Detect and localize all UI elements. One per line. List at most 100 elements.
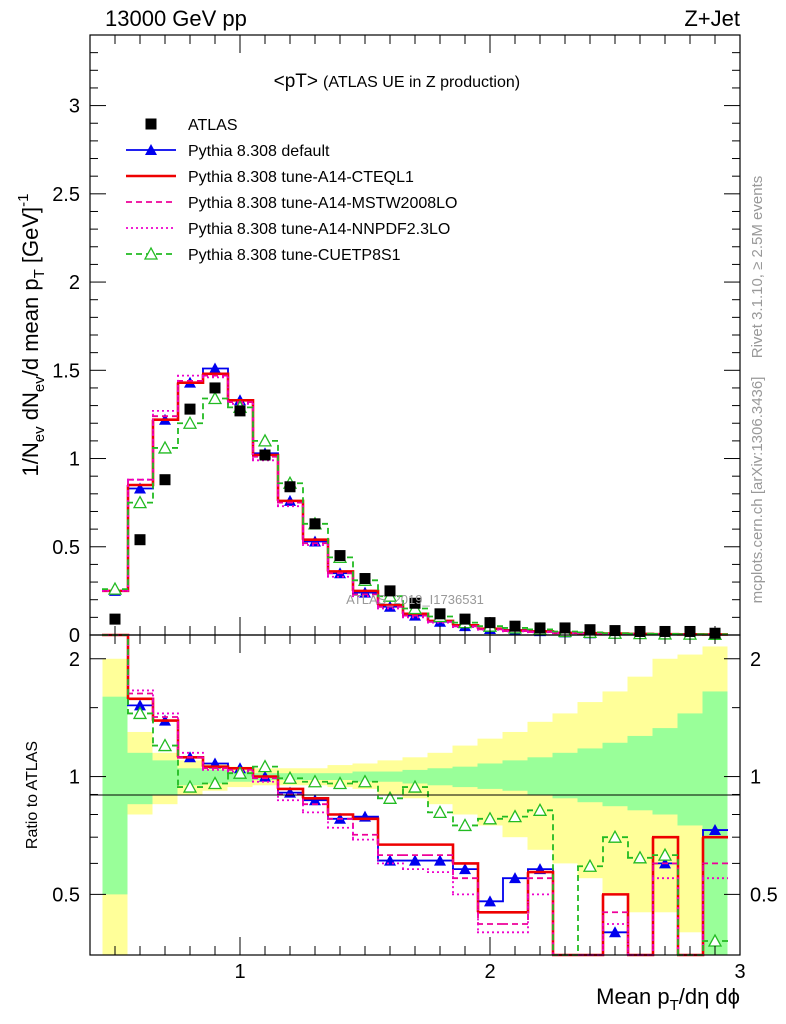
ratio-series-group (102, 634, 728, 956)
ratio-series-marker (582, 858, 598, 872)
atlas-data-point (284, 481, 296, 493)
ratio-series-marker (459, 863, 471, 875)
main-series-marker (157, 440, 173, 454)
ratio-band-inner (502, 760, 528, 791)
legend-label: Pythia 8.308 default (188, 143, 330, 160)
ratio-series-marker (709, 824, 721, 836)
ratio-tick-label-right: 1 (750, 767, 761, 789)
y-tick-label: 2.5 (52, 184, 80, 206)
y-tick-label: 3 (69, 96, 80, 118)
main-series-marker (209, 362, 221, 374)
main-series-line (102, 397, 728, 636)
legend-marker (143, 246, 159, 260)
ratio-band-inner (477, 763, 503, 789)
ratio-series-marker (232, 765, 248, 779)
y-tick-label: 1 (69, 449, 80, 471)
ratio-series-marker (407, 779, 423, 793)
atlas-data-point (334, 550, 346, 562)
header-collision-label: 13000 GeV pp (105, 6, 247, 31)
ratio-band-inner (452, 766, 478, 788)
atlas-data-point (384, 585, 396, 597)
main-series-layer (102, 362, 728, 640)
ratio-band-inner (102, 696, 128, 895)
ratio-band-inner (527, 757, 553, 795)
legend-label: Pythia 8.308 tune-A14-CTEQL1 (188, 169, 414, 186)
ratio-band-inner (402, 769, 428, 784)
ratio-band-inner (577, 748, 603, 803)
ratio-series-marker (182, 779, 198, 793)
legend: ATLAS Pythia 8.308 default Pythia 8.308 tu… (126, 117, 457, 264)
main-series-marker (132, 495, 148, 509)
main-series-marker (207, 391, 223, 405)
rivet-version-label: Rivet 3.1.10, ≥ 2.5M events (749, 176, 766, 359)
ratio-series-marker (357, 774, 373, 788)
ratio-series-marker (282, 770, 298, 784)
ratio-uncertainty-bands (102, 646, 728, 955)
plot-title-sub: (ATLAS UE in Z production) (323, 74, 520, 91)
ratio-band-inner (427, 768, 453, 786)
plot-title-main: <pT> (274, 71, 318, 92)
ratio-tick-label: 2 (69, 649, 80, 671)
ratio-band-inner (702, 691, 728, 955)
header-process-label: Z+Jet (684, 6, 740, 31)
atlas-data-point (459, 613, 471, 625)
svg-text:1/Nev dNev/d mean pT [GeV]-1: 1/Nev dNev/d mean pT [GeV]-1 (15, 194, 48, 477)
ratio-series-marker (607, 829, 623, 843)
legend-marker (145, 144, 157, 155)
ratio-series-marker (134, 699, 146, 711)
legend-label: ATLAS (188, 117, 238, 134)
legend-label: Pythia 8.308 tune-CUETP8S1 (188, 247, 401, 264)
ratio-series-marker (507, 809, 523, 823)
ratio-band-inner (677, 713, 703, 826)
main-series-marker (134, 482, 146, 494)
ratio-band-inner (627, 735, 653, 811)
ratio-series-marker (432, 805, 448, 819)
atlas-data-point (259, 449, 271, 461)
atlas-data-point (209, 382, 221, 394)
atlas-data-point (434, 608, 446, 620)
ratio-band-inner (552, 752, 578, 799)
ratio-band-inner (152, 760, 178, 795)
atlas-data-point (184, 403, 196, 415)
ratio-series-marker (157, 738, 173, 752)
main-series-marker (107, 581, 123, 595)
ratio-series-marker (457, 818, 473, 832)
legend-marker (145, 118, 157, 130)
ratio-series-marker (207, 776, 223, 790)
ratio-panel: 0.5 0.5 1 1 2 2 Ratio to ATLAS (24, 633, 778, 957)
ratio-series-marker (332, 776, 348, 790)
ratio-series-marker (257, 759, 273, 773)
legend-label: Pythia 8.308 tune-A14-NNPDF2.3LO (188, 221, 450, 238)
ratio-series-marker (434, 854, 446, 866)
atlas-data-point (109, 613, 121, 625)
ratio-tick-label-right: 2 (750, 649, 761, 671)
ratio-band-inner (602, 742, 628, 807)
atlas-data-point (359, 573, 371, 585)
main-panel: 0 0.5 1 1.5 2 2.5 3 <pT> (ATLAS UE in Z produc… (15, 34, 741, 647)
ratio-tick-label: 1 (69, 767, 80, 789)
x-axis-ticks: 1 2 3 (114, 35, 746, 983)
main-series-marker (257, 433, 273, 447)
ratio-band-inner (652, 728, 678, 815)
x-tick-label: 3 (734, 961, 745, 983)
atlas-data-point (134, 534, 146, 546)
atlas-data-point (234, 405, 246, 417)
ratio-series-marker (409, 854, 421, 866)
ratio-tick-label: 0.5 (52, 884, 80, 906)
y-tick-label: 2 (69, 272, 80, 294)
x-axis-label: Mean pT/dη dϕ (596, 984, 740, 1014)
ratio-series-marker (509, 872, 521, 884)
ratio-series-marker (657, 847, 673, 861)
legend-label: Pythia 8.308 tune-A14-MSTW2008LO (188, 195, 457, 212)
y-tick-label: 0.5 (52, 537, 80, 559)
ratio-band-inner (377, 771, 403, 782)
ratio-tick-label-right: 0.5 (750, 884, 778, 906)
ratio-series-marker (632, 850, 648, 864)
ratio-series-marker (382, 790, 398, 804)
mcplots-reference-label: mcplots.cern.ch [arXiv:1306.3436] (749, 377, 766, 604)
main-y-axis-label: 1/Nev dNev/d mean pT [GeV]-1 (15, 194, 48, 477)
ratio-series-marker (609, 926, 621, 938)
x-tick-label: 2 (484, 961, 495, 983)
ratio-series-marker (307, 774, 323, 788)
